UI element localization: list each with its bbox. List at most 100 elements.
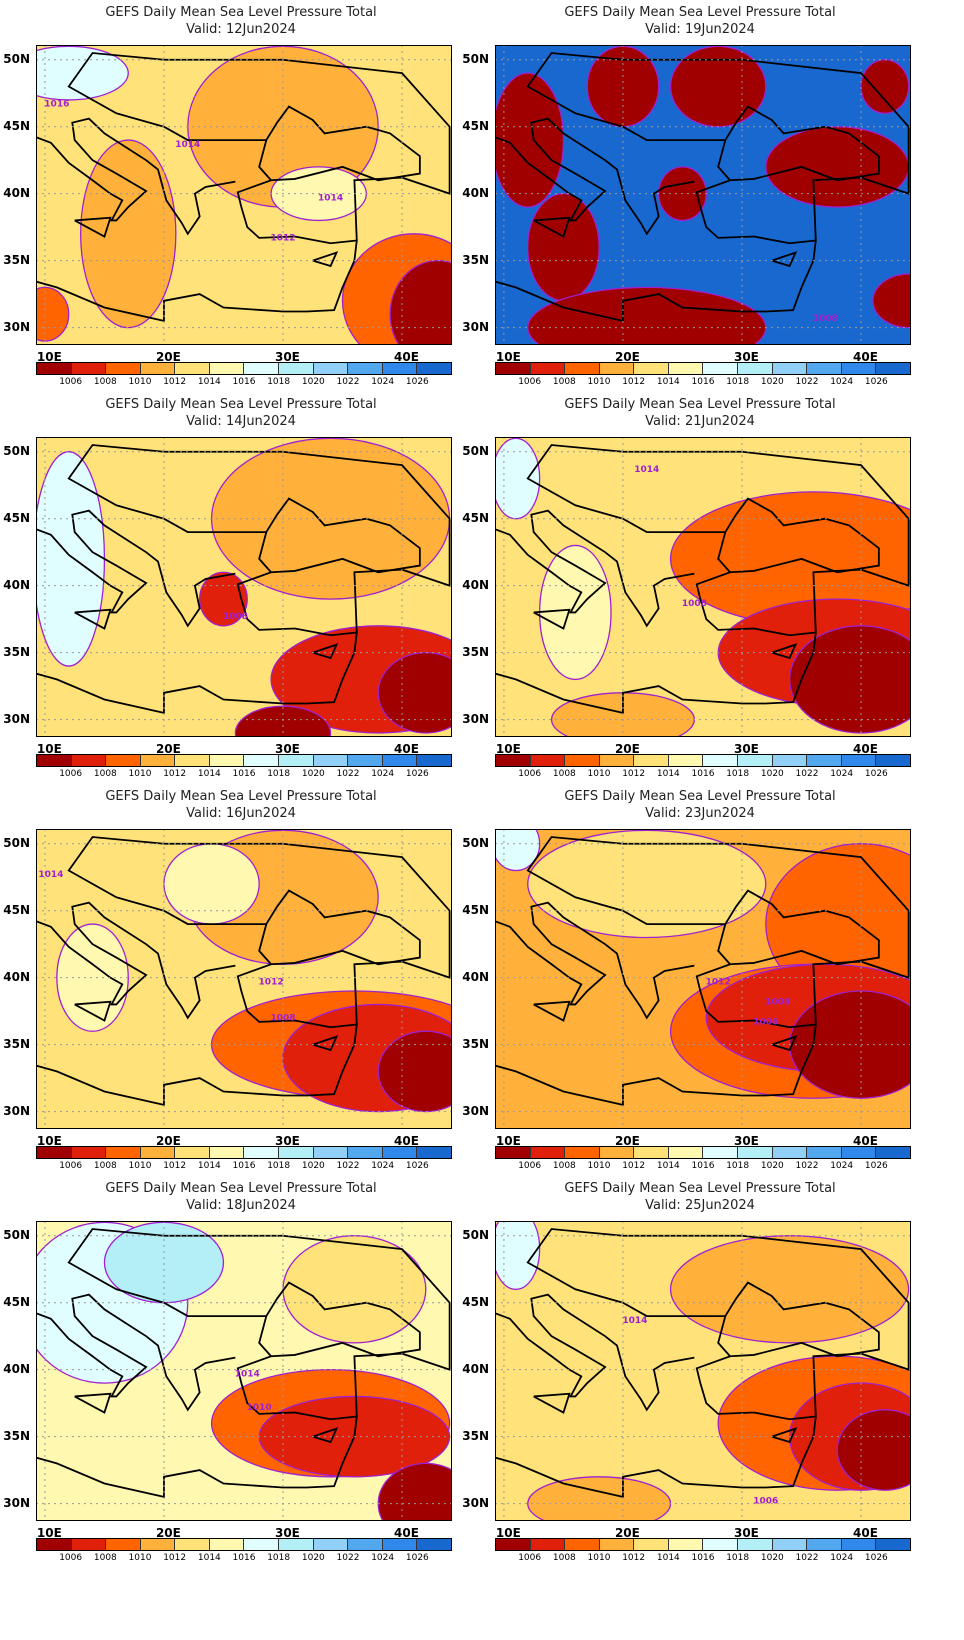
lat-tick-label: 30N	[462, 711, 489, 726]
valid-date: Valid: 19Jun2024	[645, 22, 755, 37]
colorbar-swatch	[668, 363, 704, 374]
lat-tick-label: 45N	[462, 510, 489, 525]
colorbar-label: 1016	[232, 377, 256, 387]
colorbar-label: 1008	[552, 377, 576, 387]
contour-label: 1014	[318, 193, 343, 203]
colorbar-swatch	[71, 1147, 107, 1158]
colorbar-swatch	[279, 363, 314, 374]
lon-tick-label: 10E	[36, 1526, 62, 1540]
colorbar-label: 1018	[267, 377, 291, 387]
valid-date: Valid: 21Jun2024	[645, 414, 755, 429]
colorbar-label: 1012	[622, 769, 646, 779]
colorbar-swatch	[841, 363, 877, 374]
colorbar-swatch	[634, 1539, 669, 1550]
coastline	[495, 1293, 695, 1412]
colorbar-swatch	[175, 1147, 210, 1158]
colorbar-label: 1006	[59, 1553, 83, 1563]
colorbar-label: 1020	[760, 377, 784, 387]
colorbar-label: 1018	[267, 1553, 291, 1563]
lat-tick-label: 50N	[462, 443, 489, 458]
colorbar-label: 1014	[197, 1161, 221, 1171]
colorbar-swatch	[209, 755, 245, 766]
colorbar-label: 1006	[59, 769, 83, 779]
colorbar-swatch	[71, 1539, 107, 1550]
colorbar-swatch	[140, 363, 176, 374]
lon-tick-label: 30E	[274, 1526, 300, 1540]
title-text: GEFS Daily Mean Sea Level Pressure Total	[105, 1181, 377, 1196]
lat-tick-label: 30N	[462, 1495, 489, 1510]
lon-tick-label: 30E	[733, 1134, 759, 1148]
colorbar-label: 1016	[232, 1161, 256, 1171]
colorbar-label: 1022	[795, 1553, 819, 1563]
lat-tick-label: 30N	[3, 319, 30, 334]
colorbar-label: 1018	[726, 1161, 750, 1171]
colorbar-label: 1006	[518, 377, 542, 387]
colorbar-swatch	[348, 363, 383, 374]
panel-title: GEFS Daily Mean Sea Level Pressure Total…	[0, 788, 482, 822]
lat-tick-label: 45N	[3, 1294, 30, 1309]
colorbar-swatch	[841, 1147, 877, 1158]
colorbar-label: 1026	[864, 769, 888, 779]
lon-tick-label: 10E	[495, 742, 521, 756]
colorbar-label: 1014	[197, 377, 221, 387]
coastline	[312, 251, 339, 268]
colorbar-swatch	[37, 755, 72, 766]
pressure-region	[377, 651, 452, 734]
colorbar-swatch	[772, 1539, 808, 1550]
lat-tick-label: 50N	[3, 443, 30, 458]
contour-label: 1016	[44, 100, 69, 110]
title-text: GEFS Daily Mean Sea Level Pressure Total	[564, 1181, 836, 1196]
colorbar-label: 1008	[552, 1161, 576, 1171]
panel-title: GEFS Daily Mean Sea Level Pressure Total…	[459, 4, 941, 38]
colorbar-label: 1022	[795, 1161, 819, 1171]
colorbar-swatch	[738, 363, 773, 374]
colorbar-swatch	[565, 1147, 600, 1158]
contour-label: 1014	[38, 870, 63, 880]
colorbar-label: 1014	[656, 1553, 680, 1563]
colorbar-swatch	[382, 1147, 418, 1158]
coastline	[74, 608, 112, 630]
pressure-map: 1008	[36, 437, 452, 737]
colorbar-swatch	[599, 1539, 635, 1550]
colorbar-swatch	[279, 1147, 314, 1158]
colorbar-swatch	[106, 1539, 141, 1550]
pressure-map: 1016 1014 1014 1012	[36, 45, 452, 345]
lat-tick-label: 35N	[3, 1036, 30, 1051]
colorbar-label: 1016	[691, 1161, 715, 1171]
lat-tick-label: 35N	[462, 252, 489, 267]
pressure-region	[495, 437, 541, 520]
title-text: GEFS Daily Mean Sea Level Pressure Total	[564, 789, 836, 804]
colorbar-label: 1014	[656, 377, 680, 387]
colorbar-label: 1026	[405, 769, 429, 779]
colorbar-swatch	[668, 1147, 704, 1158]
lat-tick-label: 45N	[3, 118, 30, 133]
lat-tick-label: 30N	[3, 1495, 30, 1510]
lat-tick-label: 35N	[462, 1036, 489, 1051]
colorbar-label: 1008	[93, 1161, 117, 1171]
contour-label: 1012	[270, 234, 295, 244]
coastline	[533, 1000, 571, 1022]
coastline	[36, 901, 236, 1020]
contour-label: 1014	[622, 1316, 647, 1326]
pressure-region	[79, 139, 177, 329]
contour-label: 1008	[270, 1014, 295, 1024]
pressure-region	[36, 45, 129, 101]
colorbar-label: 1016	[691, 377, 715, 387]
lon-tick-label: 20E	[155, 1526, 181, 1540]
colorbar	[36, 1146, 452, 1159]
lon-tick-label: 40E	[853, 1526, 878, 1540]
coastline	[771, 643, 798, 660]
coastline	[312, 1035, 339, 1052]
colorbar-label: 1020	[301, 769, 325, 779]
colorbar-label: 1010	[128, 1553, 152, 1563]
colorbar-label: 1018	[726, 377, 750, 387]
colorbar-swatch	[417, 755, 451, 766]
lat-tick-label: 40N	[462, 577, 489, 592]
lon-tick-label: 10E	[36, 742, 62, 756]
colorbar-label: 1026	[864, 377, 888, 387]
colorbar-label: 1016	[691, 769, 715, 779]
lat-tick-label: 35N	[3, 644, 30, 659]
title-text: GEFS Daily Mean Sea Level Pressure Total	[564, 5, 836, 20]
colorbar-swatch	[279, 755, 314, 766]
title-text: GEFS Daily Mean Sea Level Pressure Total	[105, 5, 377, 20]
